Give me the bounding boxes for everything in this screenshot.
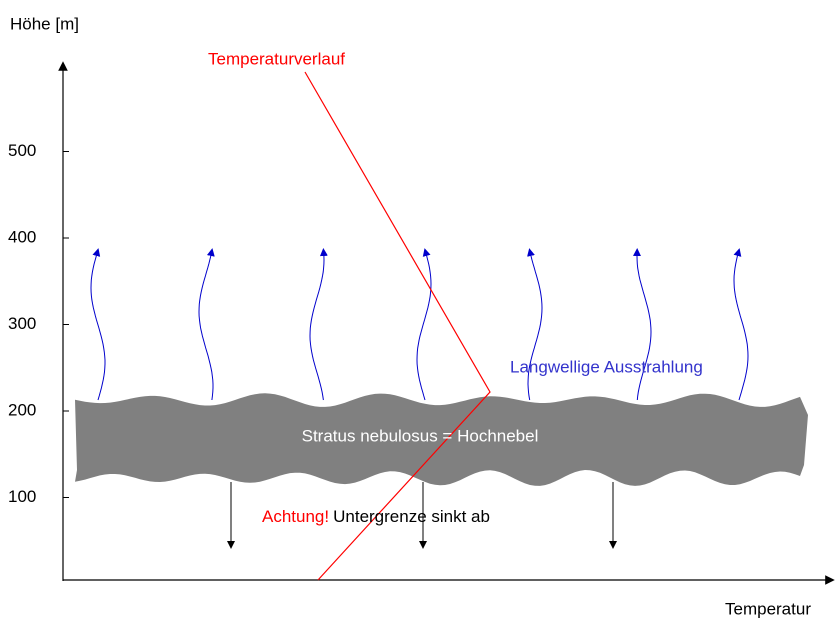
warning-prefix: Achtung! — [262, 507, 329, 526]
radiation-label: Langwellige Ausstrahlung — [510, 357, 703, 376]
radiation-arrow — [637, 252, 651, 400]
y-tick-label: 500 — [8, 141, 36, 160]
y-tick-label: 400 — [8, 227, 36, 246]
radiation-arrow — [528, 252, 542, 400]
radiation-arrow — [91, 252, 105, 400]
cloud-label: Stratus nebulosus = Hochnebel — [302, 426, 539, 445]
radiation-arrow — [417, 252, 431, 400]
y-ticks: 100 200 300 400 500 — [8, 141, 69, 506]
radiation-arrow — [199, 252, 213, 400]
radiation-arrow — [734, 252, 748, 400]
y-tick-label: 100 — [8, 487, 36, 506]
diagram: Höhe [m] Temperatur Temperaturverlauf St… — [0, 0, 835, 621]
radiation-arrow — [310, 252, 324, 400]
x-axis-label: Temperatur — [725, 599, 811, 618]
arrows — [91, 252, 748, 545]
y-tick-label: 300 — [8, 314, 36, 333]
temperature-label: Temperaturverlauf — [208, 49, 345, 68]
temperature-line — [305, 72, 490, 580]
warning-text: Untergrenze sinkt ab — [333, 507, 490, 526]
y-axis-label: Höhe [m] — [10, 14, 79, 33]
warning: Achtung!Untergrenze sinkt ab — [262, 507, 490, 526]
y-tick-label: 200 — [8, 400, 36, 419]
